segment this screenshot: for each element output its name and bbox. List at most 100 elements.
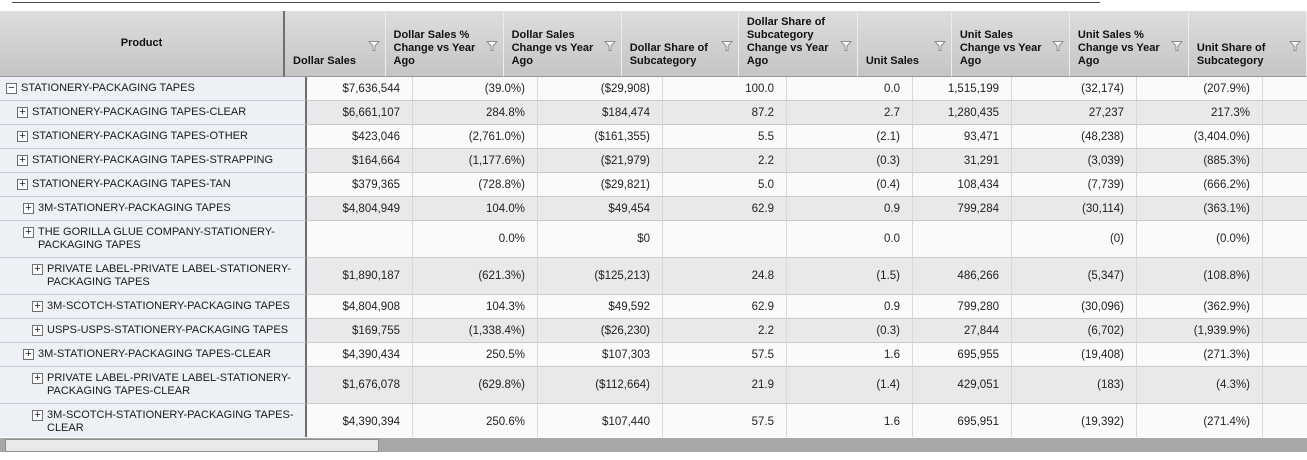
value-cell: (30,096) xyxy=(1012,295,1137,319)
value-cell xyxy=(1263,221,1307,258)
value-cell: 0.0% xyxy=(413,221,538,258)
filter-funnel-icon[interactable] xyxy=(1288,40,1302,52)
table-row[interactable]: + USPS-USPS-STATIONERY-PACKAGING TAPES $16… xyxy=(0,319,1307,343)
horizontal-scrollbar xyxy=(0,437,1307,460)
filter-funnel-icon[interactable] xyxy=(933,40,946,52)
table-row[interactable]: +3M-SCOTCH-STATIONERY-PACKAGING TAPES $4,… xyxy=(0,295,1307,319)
column-header-label: Product xyxy=(120,37,163,49)
value-cell: 1.6 xyxy=(787,343,913,367)
filter-funnel-icon[interactable] xyxy=(720,40,733,52)
header-row: Product Dollar Sales Dollar Sales % Chang… xyxy=(0,11,1307,77)
product-label: USPS-USPS-STATIONERY-PACKAGING TAPES xyxy=(47,324,289,336)
value-cell: (271.3%) xyxy=(1137,343,1263,367)
value-cell: (207.9%) xyxy=(1137,77,1263,101)
table-row[interactable]: +3M-STATIONERY-PACKAGING TAPES $4,804,949… xyxy=(0,197,1307,221)
column-header[interactable]: Dollar Share of Subcategory xyxy=(621,11,739,77)
table-row[interactable]: + STATIONERY-PACKAGING TAPES-CLEAR $6,661,… xyxy=(0,101,1307,125)
expand-toggle-icon[interactable]: + xyxy=(32,410,43,421)
expand-toggle-icon[interactable]: + xyxy=(23,349,34,360)
filter-funnel-icon[interactable] xyxy=(1170,40,1184,52)
product-label: THE GORILLA GLUE COMPANY-STATIONERY-PACK… xyxy=(38,226,275,251)
table-row[interactable]: − STATIONERY-PACKAGING TAPES $7,636,544 (39… xyxy=(0,77,1307,101)
column-header-product[interactable]: Product xyxy=(0,11,286,77)
table-row[interactable]: + PRIVATE LABEL-PRIVATE LABEL-STATIONERY-… xyxy=(0,367,1307,404)
value-cell: ($125,213) xyxy=(538,258,663,295)
scrollbar-thumb[interactable] xyxy=(5,439,379,452)
expand-toggle-icon[interactable]: + xyxy=(23,227,34,238)
column-header-label: Unit Share of Subcategory xyxy=(1196,42,1266,67)
value-cell: 24.8 xyxy=(663,258,787,295)
filter-funnel-icon[interactable] xyxy=(485,40,498,52)
column-header-label: Unit Sales % Change vs Year Ago xyxy=(1077,29,1160,67)
product-cell: + STATIONERY-PACKAGING TAPES-CLEAR xyxy=(0,101,307,125)
expand-toggle-icon[interactable]: + xyxy=(32,264,43,275)
column-header[interactable]: Unit Sales % Change vs Year Ago xyxy=(1069,11,1189,77)
value-cell: 250.6% xyxy=(413,404,538,441)
value-cell: 5.5 xyxy=(663,125,787,149)
product-label: STATIONERY-PACKAGING TAPES-CLEAR xyxy=(32,106,247,118)
value-cell: (629.8%) xyxy=(413,367,538,404)
value-cell: 31,291 xyxy=(913,149,1012,173)
filter-funnel-icon[interactable] xyxy=(1051,40,1065,52)
product-cell: +3M-SCOTCH-STATIONERY-PACKAGING TAPES-CL… xyxy=(0,404,307,441)
expand-toggle-icon[interactable]: + xyxy=(17,131,28,142)
column-header[interactable]: Dollar Sales Change vs Year Ago xyxy=(503,11,622,77)
column-header-label: Dollar Share of Subcategory Change vs Ye… xyxy=(746,16,829,67)
table-row[interactable]: + PRIVATE LABEL-PRIVATE LABEL-STATIONERY-… xyxy=(0,258,1307,295)
filter-funnel-icon[interactable] xyxy=(839,40,852,52)
value-cell: (0.3) xyxy=(787,149,913,173)
column-header[interactable]: Unit Share of Subcategory xyxy=(1188,11,1307,77)
value-cell: (1,338.4%) xyxy=(413,319,538,343)
column-header[interactable]: Dollar Sales % Change vs Year Ago xyxy=(385,11,504,77)
column-header-label: Dollar Sales xyxy=(293,55,357,67)
table-row[interactable]: + THE GORILLA GLUE COMPANY-STATIONERY-PAC… xyxy=(0,221,1307,258)
value-cell: (48,238) xyxy=(1012,125,1137,149)
product-cell: + PRIVATE LABEL-PRIVATE LABEL-STATIONERY-… xyxy=(0,367,307,404)
column-header[interactable]: Dollar Share of Subcategory Change vs Ye… xyxy=(738,11,858,77)
value-cell: $4,390,394 xyxy=(307,404,413,441)
value-cell: 104.0% xyxy=(413,197,538,221)
value-cell: $1,676,078 xyxy=(307,367,413,404)
column-header[interactable]: Unit Sales xyxy=(857,11,952,77)
expand-toggle-icon[interactable]: + xyxy=(32,325,43,336)
filter-funnel-icon[interactable] xyxy=(367,40,380,52)
table-row[interactable]: +3M-SCOTCH-STATIONERY-PACKAGING TAPES-CL… xyxy=(0,404,1307,441)
table-row[interactable]: + STATIONERY-PACKAGING TAPES-STRAPPING $16… xyxy=(0,149,1307,173)
column-header[interactable]: Dollar Sales xyxy=(285,11,386,77)
value-cell: $7,636,544 xyxy=(307,77,413,101)
value-cell: $379,365 xyxy=(307,173,413,197)
value-cell: $164,664 xyxy=(307,149,413,173)
value-cell: 2.2 xyxy=(663,319,787,343)
table-row[interactable]: + STATIONERY-PACKAGING TAPES-OTHER $423,04… xyxy=(0,125,1307,149)
column-header-label: Dollar Share of Subcategory xyxy=(629,42,708,67)
expand-toggle-icon[interactable]: + xyxy=(17,107,28,118)
column-header[interactable]: Unit Sales Change vs Year Ago xyxy=(951,11,1070,77)
value-cell xyxy=(1263,404,1307,441)
collapse-toggle-icon[interactable]: − xyxy=(6,83,17,94)
value-cell xyxy=(1263,101,1307,125)
value-cell: $107,440 xyxy=(538,404,663,441)
filter-funnel-icon[interactable] xyxy=(603,40,616,52)
value-cell: 1.6 xyxy=(787,404,913,441)
value-cell: (5,347) xyxy=(1012,258,1137,295)
product-cell: + USPS-USPS-STATIONERY-PACKAGING TAPES xyxy=(0,319,307,343)
table-row[interactable]: + STATIONERY-PACKAGING TAPES-TAN $379,365(… xyxy=(0,173,1307,197)
expand-toggle-icon[interactable]: + xyxy=(32,301,43,312)
expand-toggle-icon[interactable]: + xyxy=(23,203,34,214)
value-cell: $4,804,949 xyxy=(307,197,413,221)
value-cell: (2,761.0%) xyxy=(413,125,538,149)
value-cell: (39.0%) xyxy=(413,77,538,101)
value-cell xyxy=(1263,258,1307,295)
value-cell: (30,114) xyxy=(1012,197,1137,221)
table-row[interactable]: +3M-STATIONERY-PACKAGING TAPES-CLEAR $4,3… xyxy=(0,343,1307,367)
expand-toggle-icon[interactable]: + xyxy=(32,373,43,384)
expand-toggle-icon[interactable]: + xyxy=(17,179,28,190)
value-cell: 695,951 xyxy=(913,404,1012,441)
value-cell: (885.3%) xyxy=(1137,149,1263,173)
value-cell: 250.5% xyxy=(413,343,538,367)
value-cell: ($29,821) xyxy=(538,173,663,197)
value-cell: ($112,664) xyxy=(538,367,663,404)
expand-toggle-icon[interactable]: + xyxy=(17,155,28,166)
value-cell: 0.9 xyxy=(787,197,913,221)
pivot-grid: Product Dollar Sales Dollar Sales % Chang… xyxy=(0,11,1307,441)
